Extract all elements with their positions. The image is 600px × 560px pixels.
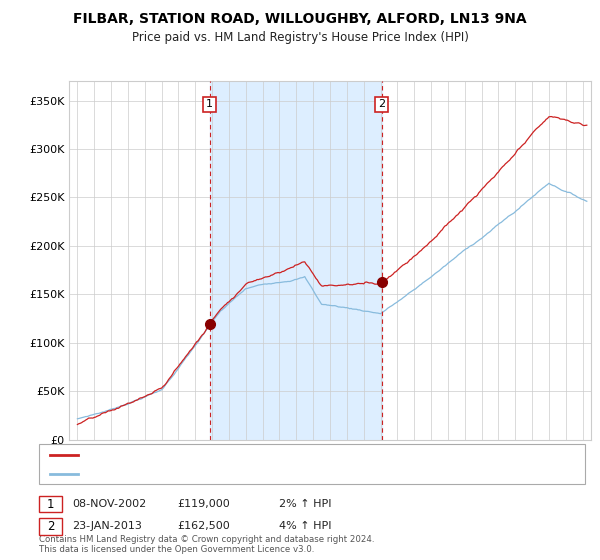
Text: 4% ↑ HPI: 4% ↑ HPI [279,521,331,531]
Text: 1: 1 [47,497,54,511]
Text: 2: 2 [47,520,54,533]
Text: Contains HM Land Registry data © Crown copyright and database right 2024.
This d: Contains HM Land Registry data © Crown c… [39,535,374,554]
Text: FILBAR, STATION ROAD, WILLOUGHBY, ALFORD, LN13 9NA: FILBAR, STATION ROAD, WILLOUGHBY, ALFORD… [73,12,527,26]
Text: £119,000: £119,000 [177,499,230,509]
Text: 08-NOV-2002: 08-NOV-2002 [72,499,146,509]
Text: 23-JAN-2013: 23-JAN-2013 [72,521,142,531]
Text: HPI: Average price, detached house, East Lindsey: HPI: Average price, detached house, East… [84,469,343,479]
Text: 2% ↑ HPI: 2% ↑ HPI [279,499,331,509]
Bar [210,81,382,440]
Text: 1: 1 [206,100,213,110]
Text: £162,500: £162,500 [177,521,230,531]
Text: 2: 2 [378,100,385,110]
Text: FILBAR, STATION ROAD, WILLOUGHBY, ALFORD, LN13 9NA (detached house): FILBAR, STATION ROAD, WILLOUGHBY, ALFORD… [84,450,481,460]
Text: Price paid vs. HM Land Registry's House Price Index (HPI): Price paid vs. HM Land Registry's House … [131,31,469,44]
